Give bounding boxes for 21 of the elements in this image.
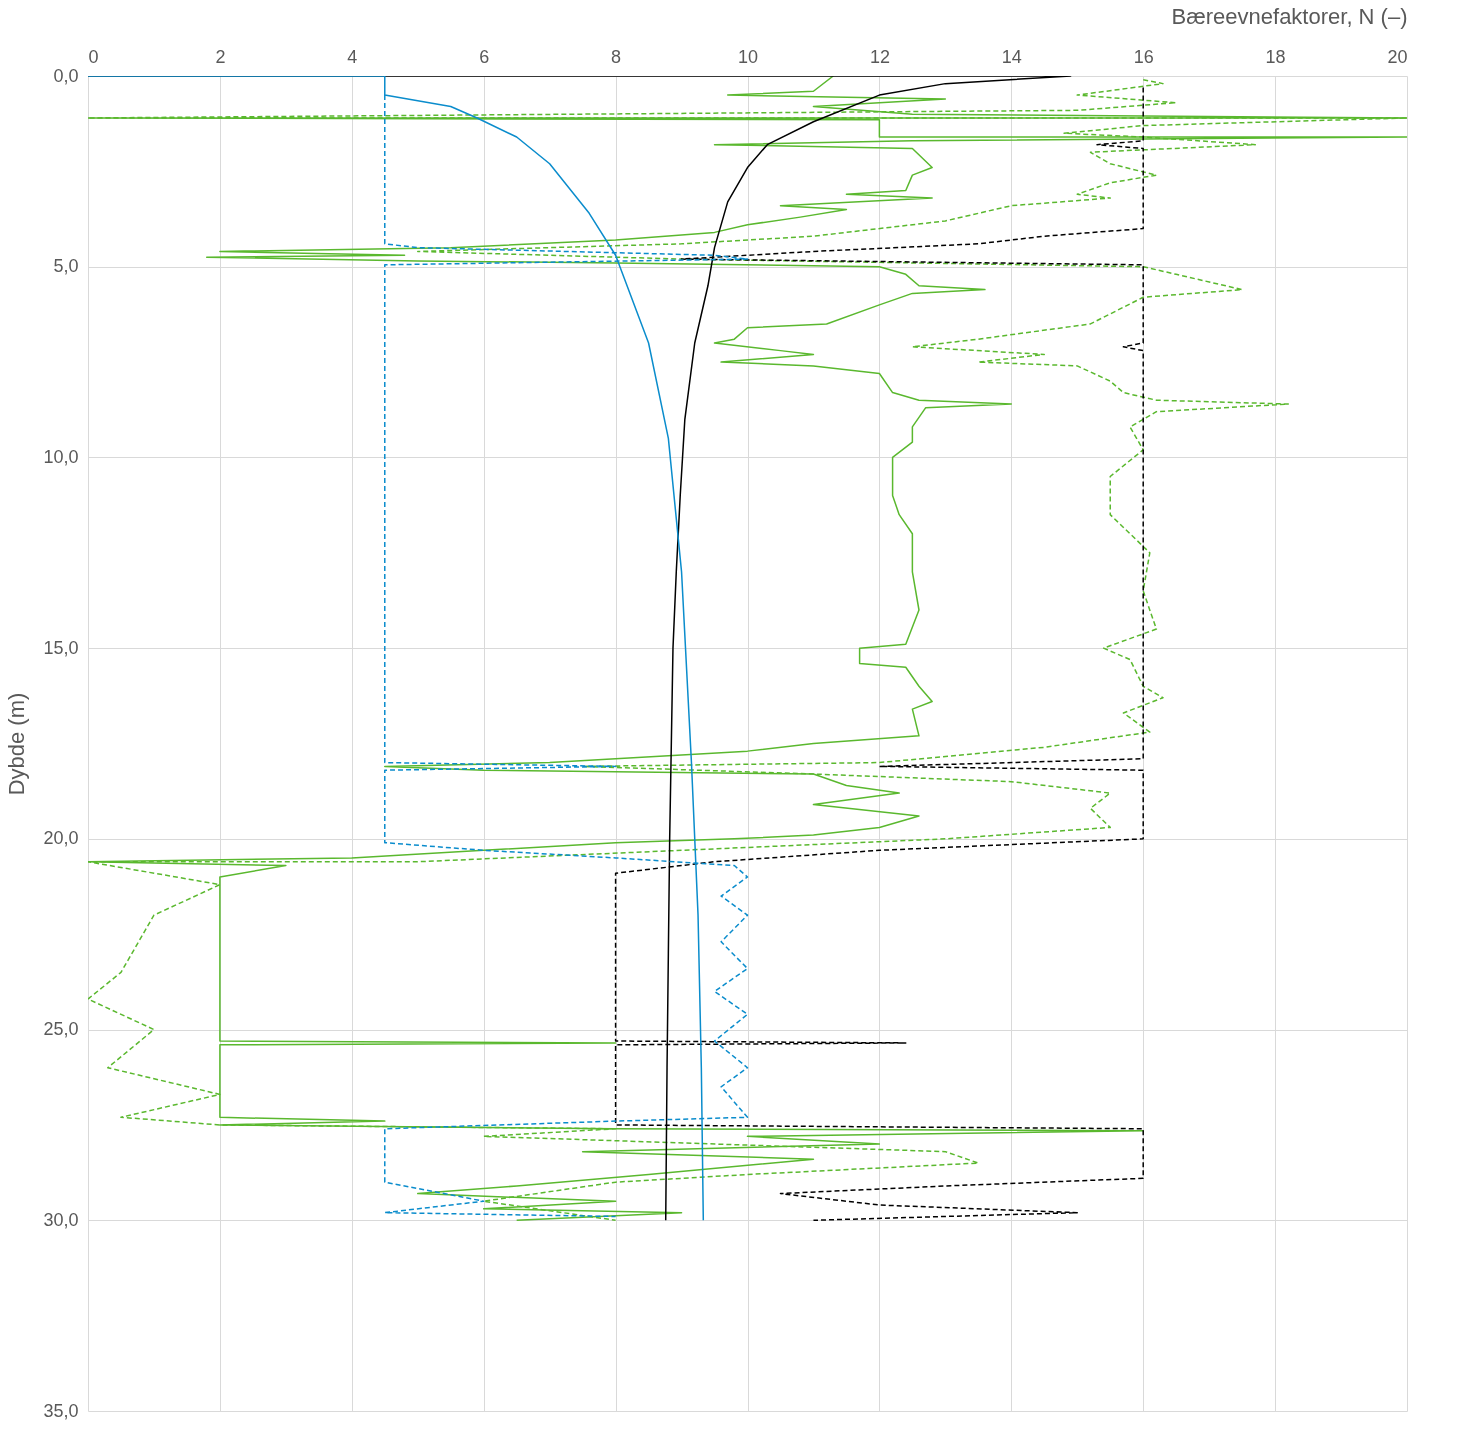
x-tick-label: 10 [737,46,759,67]
y-tick-label: 0,0 [53,65,79,86]
y-tick-label: 35,0 [43,1400,79,1421]
x-tick-label: 2 [215,46,226,67]
y-tick-label: 30,0 [43,1209,79,1230]
y-tick-label: 10,0 [43,446,79,467]
y-tick-label: 15,0 [43,637,79,658]
x-tick-label: 12 [869,46,890,67]
y-tick-label: 25,0 [43,1019,79,1040]
x-tick-label: 18 [1265,46,1286,67]
x-tick-label: 14 [1001,46,1022,67]
x-tick-label: 16 [1133,46,1154,67]
x-tick-label: 8 [611,46,622,67]
x-tick-label: 4 [347,46,358,67]
x-axis-title: Bæreevnefaktorer, N (–) [1171,3,1408,29]
y-tick-label: 5,0 [53,256,79,277]
x-tick-label: 20 [1387,46,1408,67]
y-tick-label: 20,0 [43,828,79,849]
x-tick-label: 6 [479,46,490,67]
y-axis-title: Dybde (m) [4,692,30,796]
x-tick-label: 0 [88,46,99,67]
